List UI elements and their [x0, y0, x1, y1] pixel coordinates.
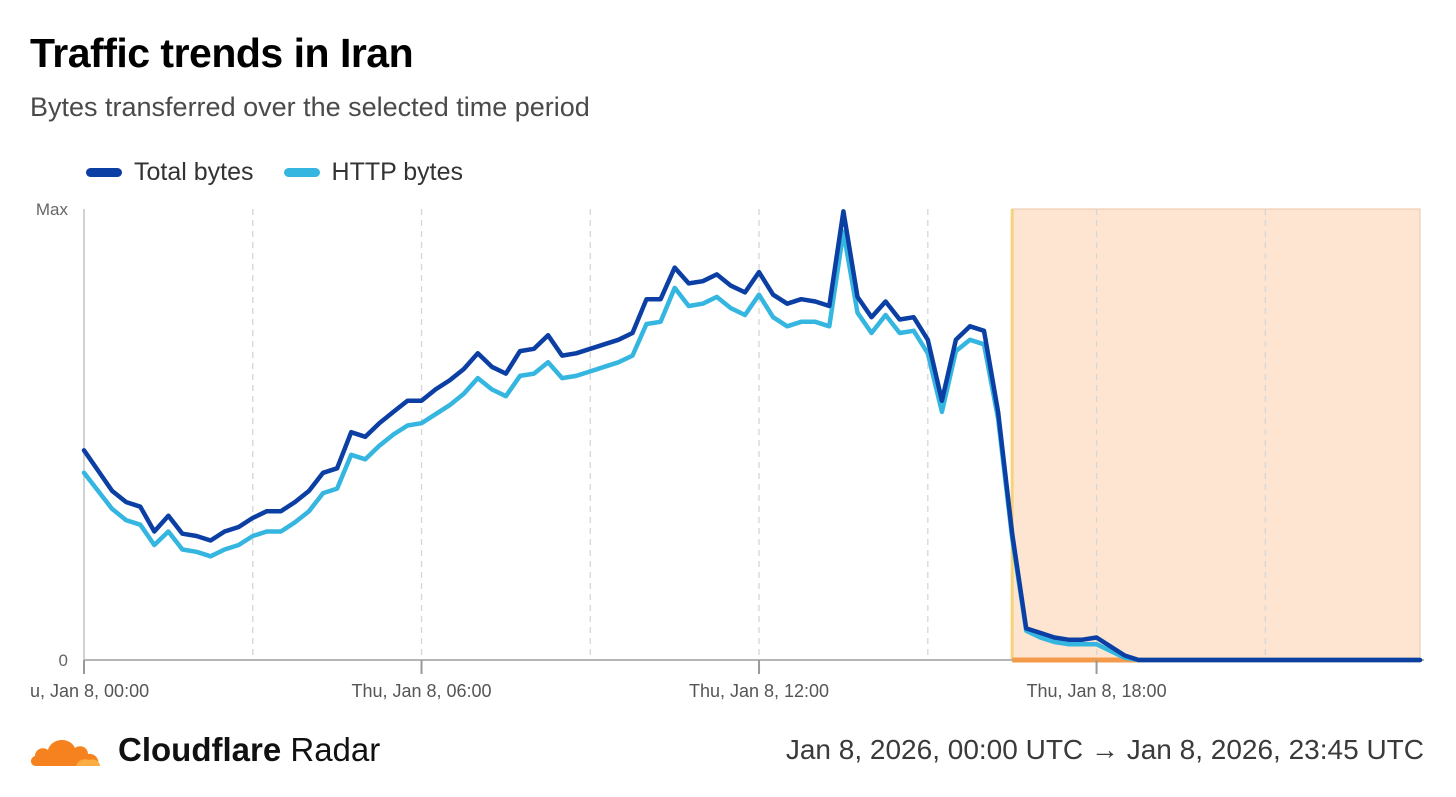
legend-item-http[interactable]: HTTP bytes	[283, 158, 464, 187]
legend-item-total[interactable]: Total bytes	[86, 158, 254, 187]
x-tick-label: Thu, Jan 8, 12:00	[689, 681, 829, 701]
series-line-total-bytes	[81, 209, 1423, 663]
y-tick-label: 0	[59, 651, 68, 670]
legend-swatch-http	[283, 168, 320, 177]
date-range: Jan 8, 2026, 00:00 UTC → Jan 8, 2026, 23…	[785, 734, 1424, 765]
legend-label-http: HTTP bytes	[331, 158, 464, 186]
x-tick-label: Thu, Jan 8, 18:00	[1026, 681, 1166, 701]
y-tick-label: Max	[36, 200, 69, 219]
legend-label-total: Total bytes	[134, 158, 254, 186]
brand-name: Cloudflare Radar	[118, 731, 381, 768]
x-tick-label: Thu, Jan 8, 06:00	[351, 681, 491, 701]
x-tick-label: u, Jan 8, 00:00	[30, 681, 149, 701]
legend-swatch-total	[86, 168, 122, 177]
chart-legend: Total bytes HTTP bytes	[86, 158, 463, 187]
chart-title: Traffic trends in Iran	[30, 30, 414, 76]
outage-highlight-region	[1011, 208, 1421, 661]
cloudflare-radar-logo[interactable]: Cloudflare Radar	[28, 730, 380, 770]
cloud-icon	[30, 739, 100, 766]
chart-subtitle: Bytes transferred over the selected time…	[30, 92, 590, 122]
